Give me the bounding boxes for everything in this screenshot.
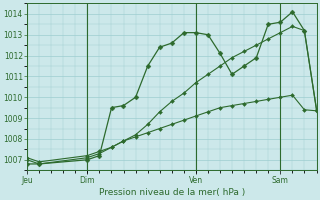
X-axis label: Pression niveau de la mer( hPa ): Pression niveau de la mer( hPa ) [99, 188, 245, 197]
